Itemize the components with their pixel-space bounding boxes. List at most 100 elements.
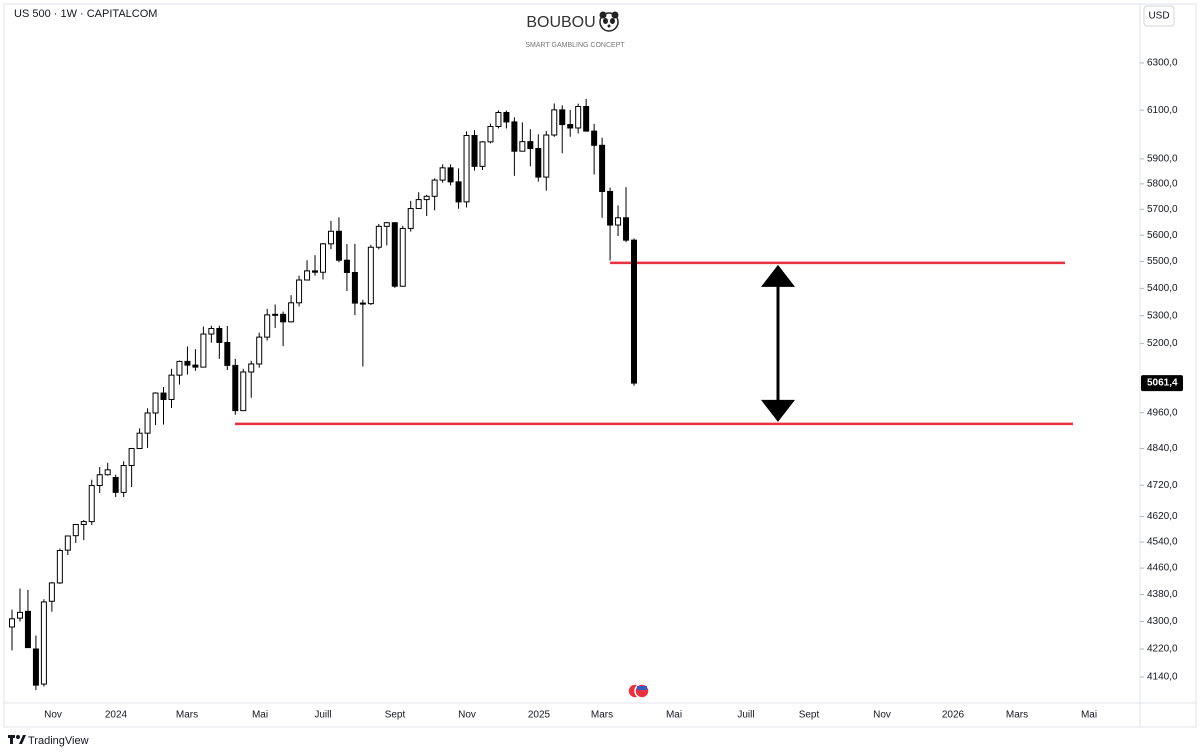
y-tick-label: 6100,0 bbox=[1147, 105, 1178, 116]
candle-body bbox=[80, 521, 87, 525]
candle-body bbox=[112, 476, 119, 493]
candle-body bbox=[327, 230, 334, 245]
candle-body bbox=[439, 167, 446, 181]
y-tick-label: 5300,0 bbox=[1147, 310, 1178, 321]
candle-body bbox=[16, 611, 23, 619]
y-tick-label: 4620,0 bbox=[1147, 511, 1178, 522]
candle-body bbox=[200, 333, 207, 368]
candle-body bbox=[280, 313, 287, 323]
candle-body bbox=[32, 648, 39, 686]
candle-body bbox=[24, 610, 31, 649]
chart-subtitle: SMART GAMBLING CONCEPT bbox=[525, 42, 625, 49]
last-price-label: 5061,4 bbox=[1147, 378, 1178, 389]
candle-body bbox=[383, 222, 390, 227]
brand-logo bbox=[8, 735, 26, 744]
candle-body bbox=[312, 270, 319, 273]
y-tick-label: 5800,0 bbox=[1147, 179, 1178, 190]
y-tick-label: 4140,0 bbox=[1147, 672, 1178, 683]
candle-body bbox=[607, 190, 614, 226]
candle-body bbox=[567, 124, 574, 129]
candle-body bbox=[144, 412, 151, 434]
candle-body bbox=[216, 327, 223, 343]
candle-body bbox=[288, 302, 295, 323]
y-tick-label: 5600,0 bbox=[1147, 230, 1178, 241]
candle-body bbox=[519, 141, 526, 152]
candle-body bbox=[431, 179, 438, 197]
candle-body bbox=[471, 135, 478, 167]
x-tick-label: Mai bbox=[666, 710, 682, 721]
candle-body bbox=[48, 582, 55, 602]
candle-body bbox=[503, 112, 510, 123]
currency-label: USD bbox=[1148, 11, 1169, 22]
candle-body bbox=[415, 199, 422, 210]
candle-body bbox=[320, 243, 326, 273]
x-tick-label: Nov bbox=[873, 710, 891, 721]
arrow-head bbox=[761, 399, 795, 422]
y-tick-label: 4720,0 bbox=[1147, 480, 1178, 491]
y-tick-label: 4300,0 bbox=[1147, 616, 1178, 627]
candle-body bbox=[535, 147, 542, 178]
x-tick-label: Mars bbox=[176, 710, 198, 721]
candle-body bbox=[88, 485, 95, 523]
candle-body bbox=[375, 225, 382, 248]
candle-body bbox=[615, 217, 622, 226]
candle-body bbox=[160, 392, 167, 400]
y-tick-label: 5400,0 bbox=[1147, 283, 1178, 294]
candle-body bbox=[391, 222, 398, 287]
x-tick-label: 2026 bbox=[942, 710, 965, 721]
candle-body bbox=[104, 469, 111, 476]
symbol-label: US 500 · 1W · CAPITALCOM bbox=[14, 8, 157, 20]
candle-body bbox=[64, 535, 71, 551]
candle-body bbox=[367, 246, 374, 305]
candle-body bbox=[351, 271, 358, 304]
candle-body bbox=[463, 135, 470, 203]
y-tick-label: 5900,0 bbox=[1147, 154, 1178, 165]
brand-name: TradingView bbox=[28, 735, 89, 747]
frame bbox=[3, 3, 1197, 728]
flag-icon bbox=[627, 683, 650, 699]
candle-body bbox=[399, 227, 406, 287]
candle-body bbox=[335, 230, 342, 261]
candle-body bbox=[631, 239, 637, 384]
x-tick-label: Mars bbox=[591, 710, 613, 721]
x-tick-label: 2024 bbox=[105, 710, 128, 721]
x-tick-label: 2025 bbox=[528, 710, 551, 721]
candle-body bbox=[232, 364, 239, 412]
x-tick-label: Mai bbox=[1081, 710, 1097, 721]
candle-body bbox=[575, 106, 582, 129]
y-tick-label: 6300,0 bbox=[1147, 58, 1178, 69]
x-tick-label: Nov bbox=[44, 710, 62, 721]
y-tick-label: 5200,0 bbox=[1147, 338, 1178, 349]
candle-body bbox=[72, 523, 79, 537]
currency-box[interactable] bbox=[1143, 5, 1175, 27]
x-tick-label: Juill bbox=[314, 710, 331, 721]
candle-body bbox=[599, 144, 606, 192]
candle-body bbox=[495, 112, 502, 128]
candle-body bbox=[168, 374, 175, 400]
candle-body bbox=[296, 279, 303, 304]
candle-body bbox=[407, 208, 414, 229]
candle-body bbox=[176, 360, 183, 376]
candle-body bbox=[359, 302, 366, 305]
candle-body bbox=[583, 106, 590, 132]
candle-body bbox=[120, 465, 127, 493]
candle-body bbox=[623, 217, 630, 241]
candle-body bbox=[343, 259, 350, 273]
candle-body bbox=[527, 141, 534, 149]
candle-body bbox=[128, 448, 135, 467]
candle-body bbox=[136, 432, 143, 450]
candle-body bbox=[447, 167, 454, 183]
candle-body bbox=[56, 549, 63, 584]
candle-body bbox=[511, 121, 518, 152]
candle-body bbox=[9, 618, 15, 628]
candle-body bbox=[559, 109, 566, 126]
candle-body bbox=[224, 341, 231, 366]
y-tick-label: 4540,0 bbox=[1147, 537, 1178, 548]
candle-body bbox=[591, 130, 598, 146]
x-tick-label: Juill bbox=[737, 710, 754, 721]
candle-body bbox=[423, 195, 430, 201]
candle-body bbox=[543, 134, 550, 178]
last-price-box bbox=[1141, 375, 1183, 392]
